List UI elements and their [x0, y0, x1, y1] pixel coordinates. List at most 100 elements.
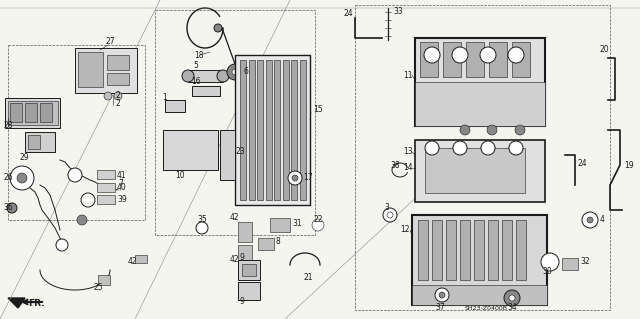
Bar — [97, 183, 115, 192]
Text: 2: 2 — [115, 100, 120, 108]
Circle shape — [77, 215, 87, 225]
Text: 10: 10 — [175, 170, 184, 180]
Bar — [25, 103, 37, 122]
Text: FR.: FR. — [28, 300, 45, 308]
Bar — [300, 60, 305, 200]
Circle shape — [541, 253, 559, 271]
Circle shape — [68, 168, 82, 182]
Bar — [418, 220, 428, 280]
Bar — [355, 5, 610, 310]
Bar — [192, 86, 220, 96]
Bar — [474, 220, 484, 280]
Bar — [97, 195, 115, 204]
Circle shape — [214, 24, 222, 32]
Text: 25: 25 — [93, 284, 102, 293]
Bar — [8, 101, 58, 125]
Circle shape — [515, 125, 525, 135]
Text: 11: 11 — [403, 70, 413, 79]
Bar — [97, 170, 115, 179]
Bar — [291, 60, 297, 200]
Bar — [460, 220, 470, 280]
Bar — [165, 100, 185, 112]
Text: 34: 34 — [507, 303, 516, 313]
Bar — [238, 222, 252, 242]
Bar — [512, 42, 530, 77]
Bar — [562, 258, 578, 270]
Text: 3: 3 — [384, 204, 389, 212]
Circle shape — [292, 175, 298, 181]
Circle shape — [452, 47, 468, 63]
Circle shape — [182, 70, 194, 82]
Circle shape — [425, 141, 439, 155]
Bar — [415, 82, 545, 126]
Text: 19: 19 — [624, 160, 634, 169]
Circle shape — [508, 47, 524, 63]
Text: 13: 13 — [403, 147, 413, 157]
Text: 22: 22 — [313, 216, 323, 225]
Text: 27: 27 — [105, 38, 115, 47]
Circle shape — [81, 193, 95, 207]
Bar — [188, 70, 223, 82]
Text: 18: 18 — [194, 50, 204, 60]
Text: 21: 21 — [303, 273, 312, 283]
Bar — [107, 73, 129, 85]
Text: 8: 8 — [275, 238, 280, 247]
Text: 35: 35 — [197, 216, 207, 225]
Bar — [257, 60, 263, 200]
Bar — [443, 42, 461, 77]
Circle shape — [7, 203, 17, 213]
Text: 7: 7 — [118, 180, 123, 189]
Text: 42: 42 — [128, 257, 138, 266]
Bar — [412, 215, 547, 305]
Bar — [75, 48, 137, 93]
Bar — [282, 60, 289, 200]
Bar — [240, 60, 246, 200]
Bar — [415, 140, 545, 202]
Text: 2: 2 — [115, 91, 120, 100]
Bar — [488, 220, 498, 280]
Bar — [163, 130, 218, 170]
Text: SH23-Z0400B: SH23-Z0400B — [465, 306, 508, 310]
Text: 15: 15 — [313, 106, 323, 115]
Bar — [107, 55, 129, 70]
Bar — [155, 10, 315, 235]
Bar — [466, 42, 484, 77]
Circle shape — [487, 125, 497, 135]
Bar — [78, 52, 103, 87]
Bar — [248, 60, 255, 200]
Bar — [425, 148, 525, 193]
Text: 30: 30 — [542, 268, 552, 277]
Bar — [220, 130, 235, 180]
Bar — [415, 38, 545, 126]
Text: 28: 28 — [3, 122, 13, 130]
Circle shape — [582, 212, 598, 228]
Text: 41: 41 — [117, 170, 127, 180]
Text: 16: 16 — [191, 78, 200, 86]
Bar — [489, 42, 507, 77]
Circle shape — [439, 292, 445, 298]
Text: 9: 9 — [240, 298, 245, 307]
Circle shape — [480, 47, 496, 63]
Text: 38: 38 — [390, 160, 399, 169]
Bar — [5, 98, 60, 128]
Text: 12: 12 — [400, 226, 410, 234]
Circle shape — [435, 288, 449, 302]
Text: 39: 39 — [117, 196, 127, 204]
Bar — [238, 260, 260, 280]
Bar — [28, 135, 40, 149]
Bar — [258, 238, 274, 250]
Text: 37: 37 — [435, 303, 445, 313]
Bar — [238, 282, 260, 300]
Bar — [238, 245, 252, 260]
Bar — [412, 285, 547, 305]
Bar — [446, 220, 456, 280]
Circle shape — [424, 47, 440, 63]
Text: 40: 40 — [117, 183, 127, 192]
Circle shape — [10, 166, 34, 190]
Circle shape — [227, 64, 243, 80]
Bar — [98, 275, 110, 285]
Bar — [235, 55, 310, 205]
Circle shape — [312, 219, 324, 231]
Text: 42: 42 — [230, 256, 239, 264]
Circle shape — [104, 92, 112, 100]
